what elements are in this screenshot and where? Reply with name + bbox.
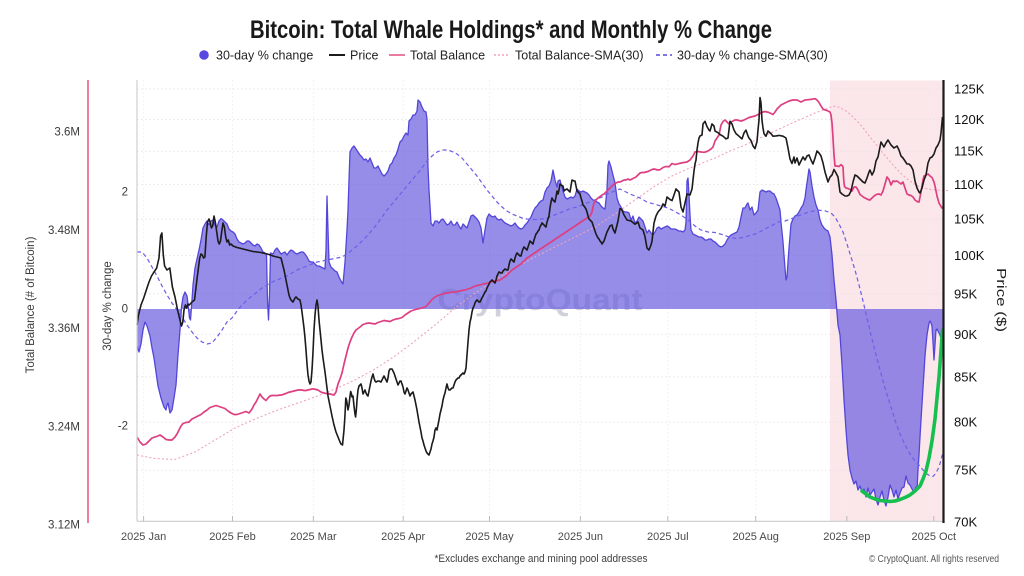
svg-text:3.36M: 3.36M xyxy=(48,323,80,335)
svg-text:0: 0 xyxy=(122,304,128,316)
svg-text:3.24M: 3.24M xyxy=(48,421,80,433)
svg-text:Price ($): Price ($) xyxy=(994,268,1009,332)
svg-text:2025 Sep: 2025 Sep xyxy=(823,531,870,543)
svg-text:70K: 70K xyxy=(954,514,977,529)
svg-text:*Excludes exchange and mining: *Excludes exchange and mining pool addre… xyxy=(435,553,648,565)
svg-text:3.48M: 3.48M xyxy=(48,225,80,237)
svg-text:115K: 115K xyxy=(954,144,984,159)
svg-text:2025 Mar: 2025 Mar xyxy=(290,531,337,543)
svg-text:100K: 100K xyxy=(954,248,985,263)
svg-text:2025 Aug: 2025 Aug xyxy=(732,531,779,543)
svg-text:© CryptoQuant. All rights rese: © CryptoQuant. All rights reserved xyxy=(869,554,999,565)
svg-text:30-day % change: 30-day % change xyxy=(216,49,313,63)
svg-text:2025 May: 2025 May xyxy=(465,531,514,543)
svg-text:3.12M: 3.12M xyxy=(48,519,80,531)
svg-text:Total Balance-SMA(30): Total Balance-SMA(30) xyxy=(515,49,644,63)
svg-text:2025 Jun: 2025 Jun xyxy=(558,531,603,543)
svg-text:2025 Feb: 2025 Feb xyxy=(209,531,255,543)
svg-text:2025 Oct: 2025 Oct xyxy=(911,531,956,543)
svg-text:3.6M: 3.6M xyxy=(54,127,80,139)
svg-text:2: 2 xyxy=(122,187,128,199)
svg-text:30-day % change: 30-day % change xyxy=(102,261,114,351)
svg-text:120K: 120K xyxy=(954,112,985,127)
svg-text:75K: 75K xyxy=(954,463,977,478)
svg-text:80K: 80K xyxy=(954,415,977,430)
svg-text:2025 Apr: 2025 Apr xyxy=(381,531,425,543)
svg-text:Total Balance: Total Balance xyxy=(410,49,485,63)
svg-text:Total Balance (# of Bitcoin): Total Balance (# of Bitcoin) xyxy=(25,236,37,373)
svg-text:85K: 85K xyxy=(954,369,977,384)
svg-text:2025 Jul: 2025 Jul xyxy=(647,531,689,543)
svg-text:Bitcoin: Total Whale Holdings*: Bitcoin: Total Whale Holdings* and Month… xyxy=(250,16,772,44)
svg-text:2025 Jan: 2025 Jan xyxy=(121,531,166,543)
svg-text:90K: 90K xyxy=(954,327,977,342)
svg-text:125K: 125K xyxy=(954,82,985,97)
svg-text:105K: 105K xyxy=(954,212,985,227)
svg-text:-2: -2 xyxy=(118,421,128,433)
svg-text:95K: 95K xyxy=(954,286,977,301)
svg-text:110K: 110K xyxy=(954,177,984,192)
svg-text:30-day % change-SMA(30): 30-day % change-SMA(30) xyxy=(677,49,828,63)
svg-text:Price: Price xyxy=(350,49,379,63)
